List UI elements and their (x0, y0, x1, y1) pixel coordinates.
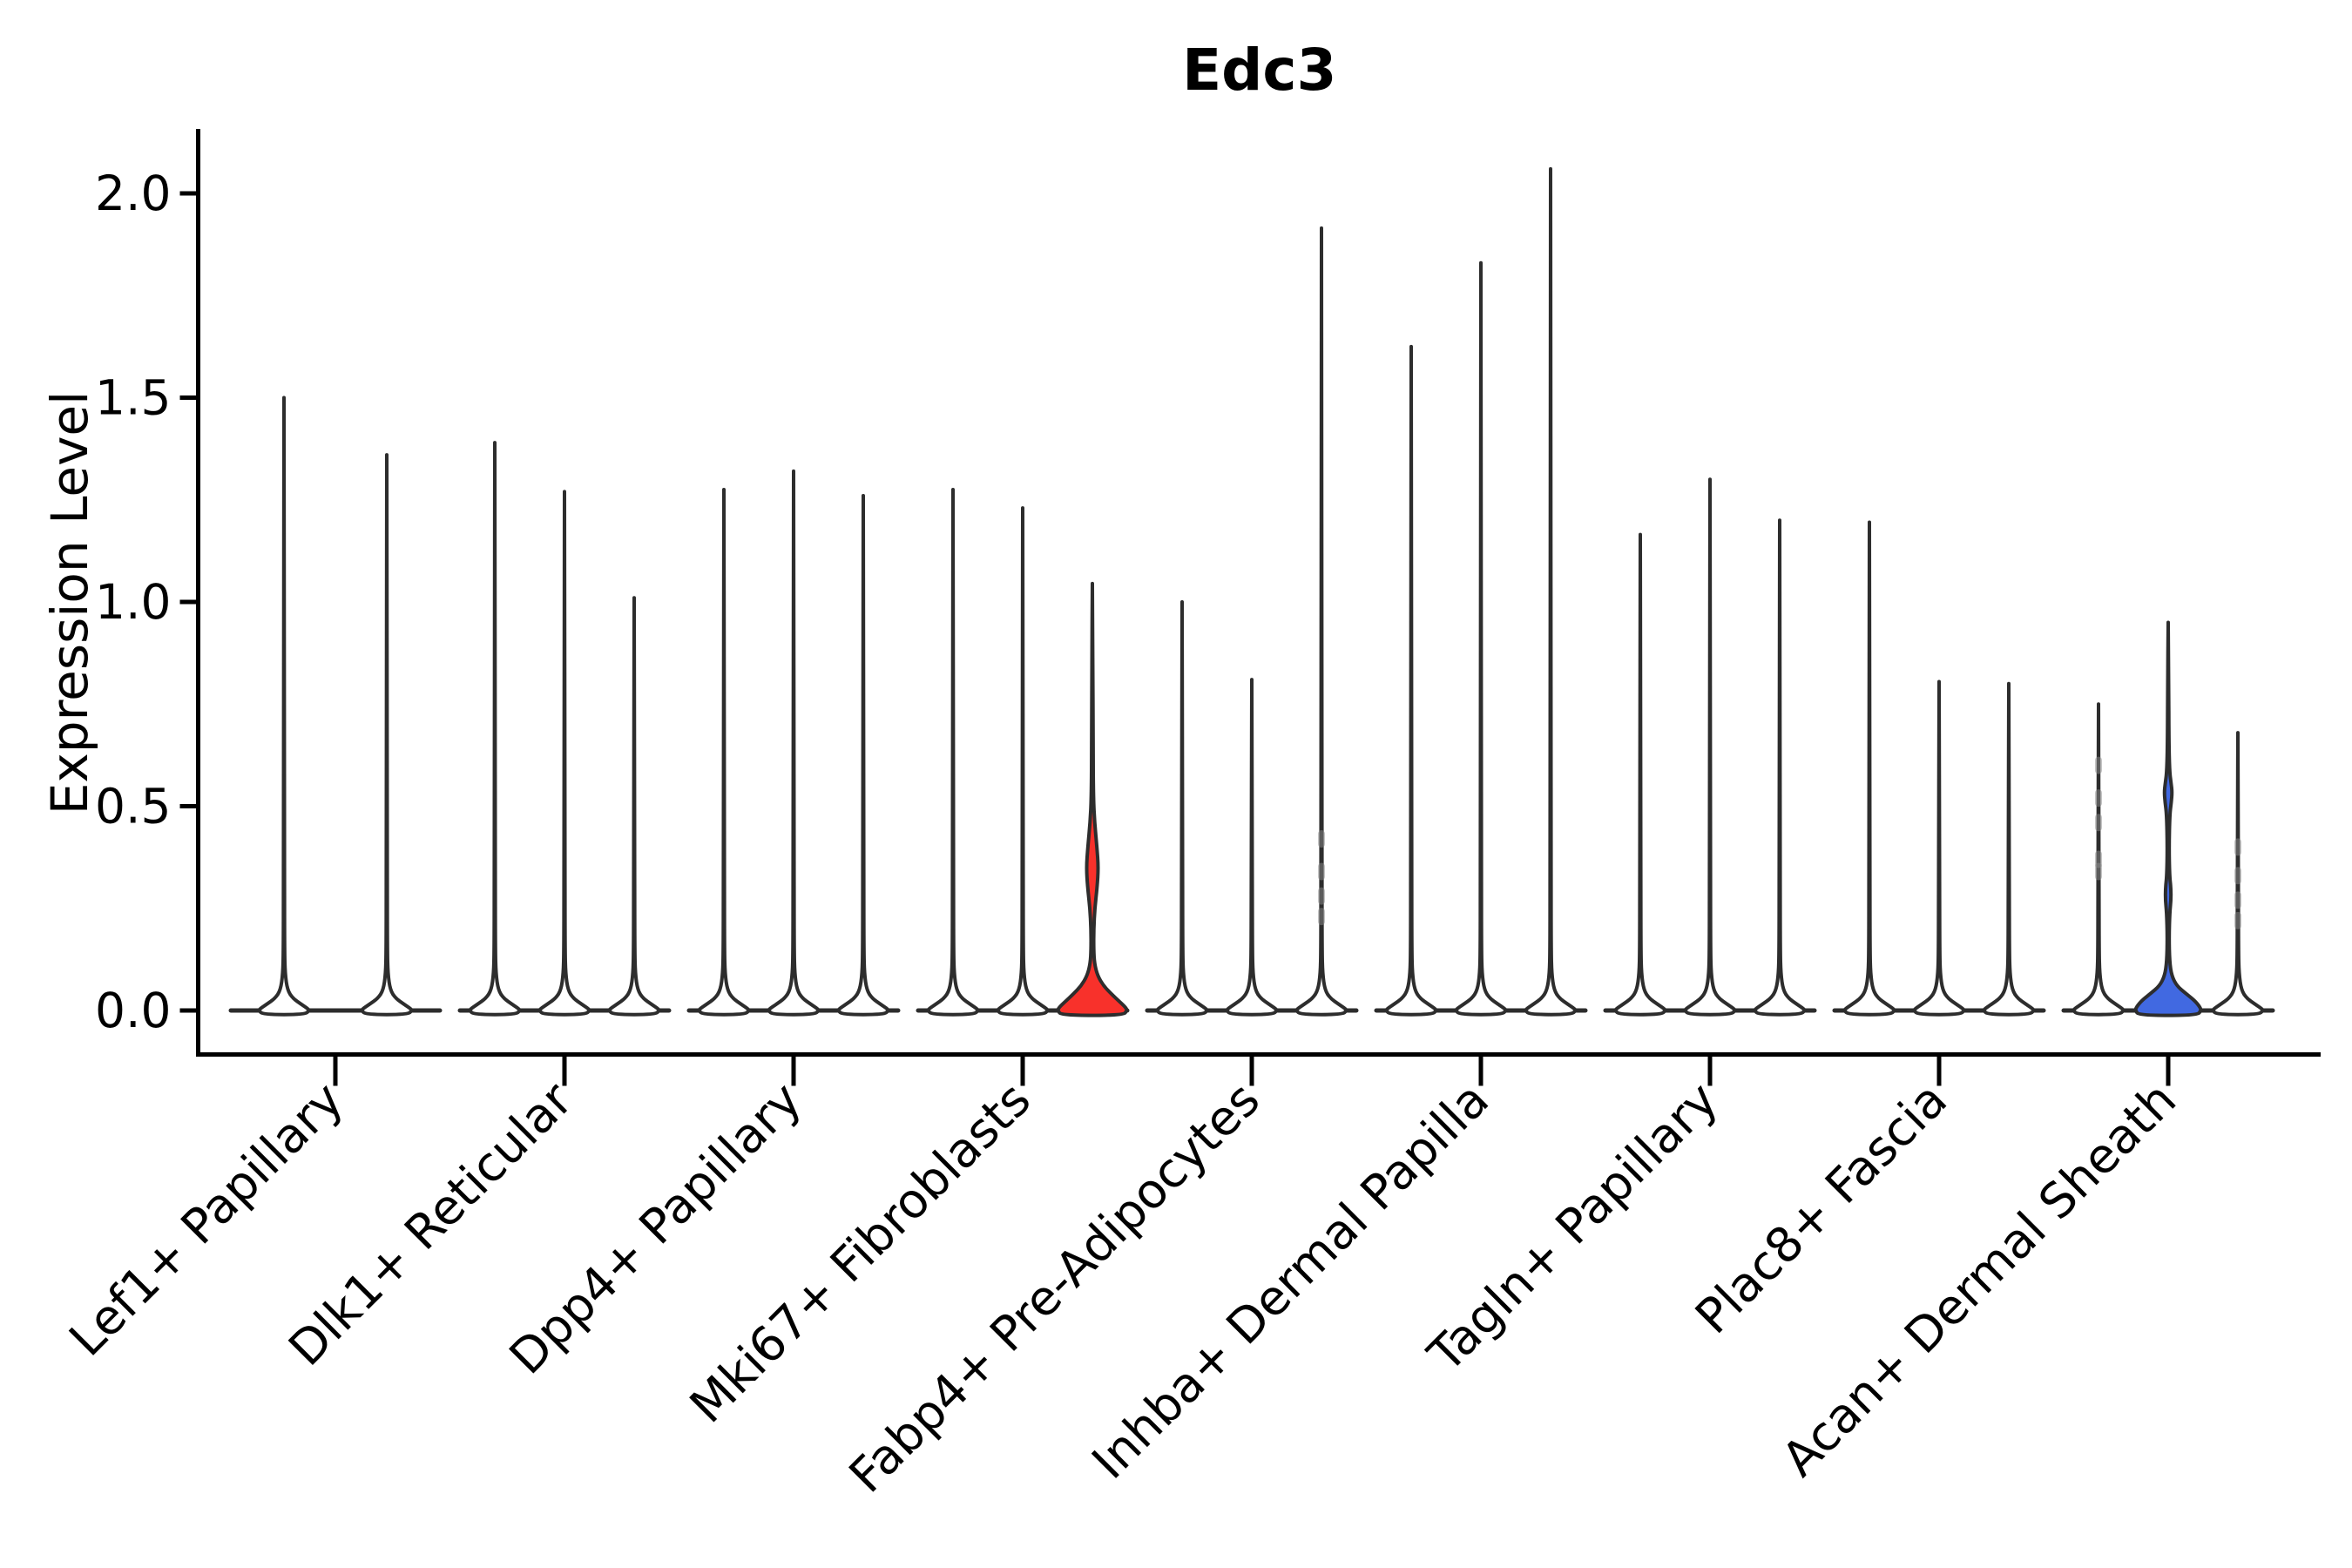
violin-tagln-3 (1753, 518, 1807, 1017)
violin-plac8-3 (1982, 681, 2036, 1017)
chart-title: Edc3 (1182, 37, 1336, 104)
violin-plac8-2 (1912, 679, 1966, 1017)
violin-dpp4-1 (697, 488, 751, 1017)
violin-fabp4-1 (1155, 600, 1209, 1017)
violin-lef1-1 (257, 395, 311, 1017)
y-axis-title: Expression Level (40, 391, 99, 814)
x-tick-label: Inhba+ Dermal Papilla (1081, 1071, 1499, 1490)
violin-fabp4-2 (1225, 678, 1279, 1017)
violin-dlk1-2 (537, 490, 591, 1017)
violin-dpp4-3 (836, 494, 890, 1017)
y-tick-label: 1.5 (95, 370, 171, 426)
y-tick-label: 1.0 (95, 574, 171, 630)
x-tick-label: Fabp4+ Pre-Adipocytes (838, 1071, 1270, 1504)
x-tick-label: Acan+ Dermal Sheath (1771, 1071, 2186, 1487)
violin-blue-acan-2 (2133, 620, 2203, 1017)
violin-tagln-1 (1613, 532, 1667, 1017)
violin-dpp4-2 (767, 469, 821, 1017)
y-tick-label: 0.0 (95, 983, 171, 1038)
violin-mki67-1 (926, 488, 980, 1017)
y-tick-label: 0.5 (95, 779, 171, 835)
violin-inhba-3 (1524, 166, 1578, 1017)
violin-tagln-2 (1683, 477, 1737, 1017)
violin-red-mki67-3 (1056, 581, 1129, 1017)
violin-mki67-2 (996, 506, 1050, 1017)
violin-lef1-2 (360, 453, 414, 1017)
violin-inhba-1 (1384, 344, 1438, 1017)
y-tick-label: 2.0 (95, 166, 171, 221)
violin-dlk1-3 (607, 596, 661, 1017)
violin-inhba-2 (1454, 260, 1508, 1017)
violin-plac8-1 (1842, 520, 1896, 1017)
violin-dlk1-1 (468, 441, 522, 1017)
violin-fabp4-3 (1294, 226, 1348, 1017)
